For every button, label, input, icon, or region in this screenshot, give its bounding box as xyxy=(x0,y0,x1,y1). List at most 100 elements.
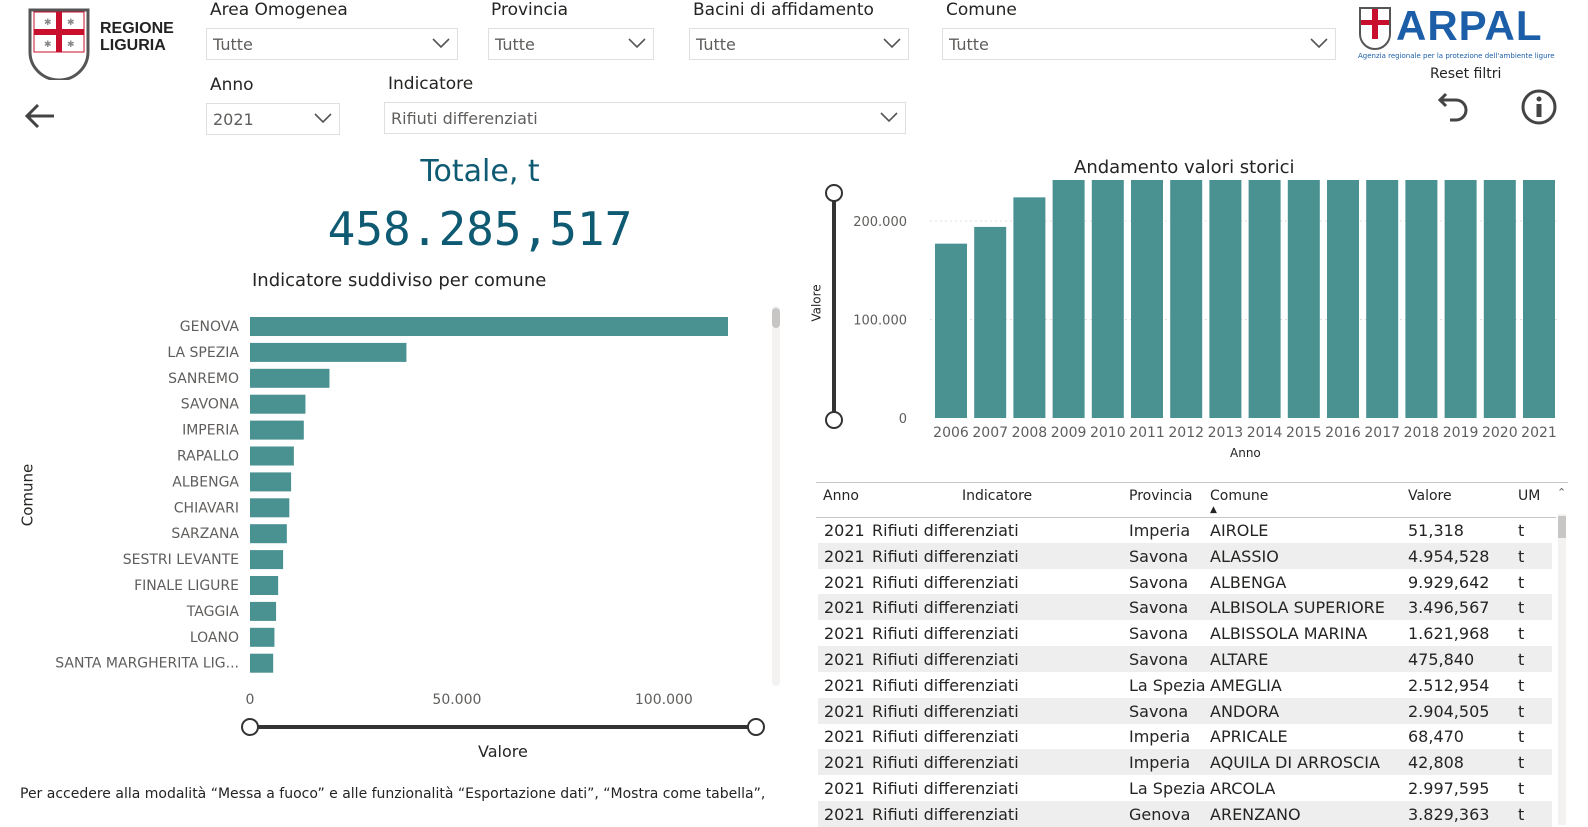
table-row[interactable]: 2021 Rifiuti differenziati Savona ALBENGA 9.… xyxy=(818,569,1552,595)
table-row[interactable]: 2021 Rifiuti differenziati Imperia AQUILA D… xyxy=(818,749,1552,776)
cell-provincia: Savona xyxy=(1129,624,1189,644)
info-icon[interactable] xyxy=(1520,88,1558,126)
cell-provincia: La Spezia xyxy=(1129,779,1206,798)
bacini-filter-dropdown[interactable]: Tutte xyxy=(689,28,909,60)
cell-comune: ARCOLA xyxy=(1210,779,1276,798)
reset-undo-icon[interactable] xyxy=(1436,88,1472,128)
col-header-provincia[interactable]: Provincia xyxy=(1129,488,1193,504)
cell-um: t xyxy=(1518,753,1525,773)
x-tick-label: 2012 xyxy=(1168,425,1204,441)
svg-text:✱: ✱ xyxy=(67,18,75,28)
area-filter-label: Area Omogenea xyxy=(210,0,348,20)
col-header-valore[interactable]: Valore xyxy=(1408,488,1452,504)
comune-filter-value: Tutte xyxy=(949,35,989,54)
table-row[interactable]: 2021 Rifiuti differenziati Imperia AIROLE 51… xyxy=(818,517,1552,543)
table-row[interactable]: 2021 Rifiuti differenziati Savona ALASSIO 4.… xyxy=(818,542,1552,569)
cell-anno: 2021 xyxy=(824,650,865,669)
table-row[interactable]: 2021 Rifiuti differenziati Savona ALTARE 475… xyxy=(818,646,1552,672)
bar-taggia xyxy=(250,601,277,621)
table-row[interactable]: 2021 Rifiuti differenziati Genova ARENZANO 3… xyxy=(818,800,1552,827)
table-row[interactable]: 2021 Rifiuti differenziati Savona ANDORA 2.9… xyxy=(818,697,1552,724)
indicatore-filter-label: Indicatore xyxy=(388,74,474,94)
table-row[interactable]: 2021 Rifiuti differenziati Savona ALBISSOLA… xyxy=(818,620,1552,646)
bar-year-2006 xyxy=(935,243,967,418)
x-tick-label: 2008 xyxy=(1012,425,1048,441)
chevron-down-icon xyxy=(1310,38,1328,49)
bar-chart-scrollbar[interactable] xyxy=(772,306,780,686)
bar-year-2014 xyxy=(1248,180,1281,418)
chevron-down-icon xyxy=(628,38,646,49)
cell-anno: 2021 xyxy=(824,521,865,540)
comune-bar-chart: GENOVA LA SPEZIA SANREMO SAVONA IMPERIA RAPAL… xyxy=(55,317,765,736)
region-name-line1: REGIONE xyxy=(100,20,174,37)
cell-indicatore: Rifiuti differenziati xyxy=(872,804,1019,824)
bar-chart-xlabel: Valore xyxy=(478,742,528,761)
cell-indicatore: Rifiuti differenziati xyxy=(872,521,1019,540)
area-filter-value: Tutte xyxy=(213,35,253,54)
table-scroll-up-icon[interactable]: ⌃ xyxy=(1557,486,1567,499)
bar-chart-title: Indicatore suddiviso per comune xyxy=(252,270,547,291)
cell-anno: 2021 xyxy=(824,753,865,773)
bar-category-label: SESTRI LEVANTE xyxy=(123,552,239,568)
bar-category-label: GENOVA xyxy=(180,319,240,335)
x-tick-label: 2017 xyxy=(1364,425,1400,441)
anno-filter-dropdown[interactable]: 2021 xyxy=(206,103,340,135)
x-tick-label: 50.000 xyxy=(432,692,481,708)
bar-year-2012 xyxy=(1170,180,1203,418)
range-slider-max-handle xyxy=(747,718,765,736)
provincia-filter-value: Tutte xyxy=(495,35,535,54)
table-row[interactable]: 2021 Rifiuti differenziati Imperia APRICALE… xyxy=(818,723,1552,749)
reset-filters-label: Reset filtri xyxy=(1430,66,1502,82)
bar-imperia xyxy=(250,420,304,440)
arpal-logo: ARPAL Agenzia regionale per la protezion… xyxy=(1356,2,1561,64)
col-header-um[interactable]: UM xyxy=(1518,488,1541,504)
cell-indicatore: Rifiuti differenziati xyxy=(872,572,1019,592)
region-name-line2: LIGURIA xyxy=(100,37,166,54)
cell-valore: 51,318 xyxy=(1408,521,1464,540)
table-row[interactable]: 2021 Rifiuti differenziati La Spezia ARCOLA… xyxy=(818,775,1552,801)
cell-valore: 2.904,505 xyxy=(1408,701,1490,721)
indicatore-filter-dropdown[interactable]: Rifiuti differenziati xyxy=(384,102,906,134)
cell-provincia: Savona xyxy=(1129,572,1189,592)
chevron-down-icon xyxy=(883,38,901,49)
table-scrollbar[interactable] xyxy=(1558,514,1566,825)
liguria-shield-icon: ✱ ✱ ✱ ✱ xyxy=(28,8,90,82)
comune-filter-label: Comune xyxy=(946,0,1017,20)
cell-provincia: Imperia xyxy=(1129,727,1191,747)
bar-year-2018 xyxy=(1405,180,1438,418)
provincia-filter-dropdown[interactable]: Tutte xyxy=(488,28,654,60)
bar-category-label: LOANO xyxy=(190,630,239,646)
col-header-anno[interactable]: Anno xyxy=(823,488,859,504)
bar-rapallo xyxy=(250,446,294,466)
cell-valore: 475,840 xyxy=(1408,650,1475,669)
area-filter-dropdown[interactable]: Tutte xyxy=(206,28,458,60)
bar-category-label: SARZANA xyxy=(171,526,239,542)
anno-filter-value: 2021 xyxy=(213,110,254,129)
x-tick-label: 0 xyxy=(246,692,255,708)
col-header-indicatore[interactable]: Indicatore xyxy=(962,488,1033,504)
cell-um: t xyxy=(1518,650,1525,669)
y-tick-label: 0 xyxy=(899,412,907,427)
col-header-comune[interactable]: Comune xyxy=(1210,488,1269,504)
cell-um: t xyxy=(1518,727,1525,747)
x-tick-label: 2009 xyxy=(1051,425,1087,441)
cell-um: t xyxy=(1518,804,1525,824)
cell-provincia: Genova xyxy=(1129,804,1191,824)
indicatore-filter-value: Rifiuti differenziati xyxy=(391,109,538,128)
x-tick-label: 2016 xyxy=(1325,425,1361,441)
cell-anno: 2021 xyxy=(824,546,865,566)
table-row[interactable]: 2021 Rifiuti differenziati La Spezia AMEGLI… xyxy=(818,672,1552,698)
cell-valore: 68,470 xyxy=(1408,727,1464,747)
back-arrow-icon[interactable] xyxy=(24,100,56,132)
x-tick-label: 2015 xyxy=(1286,425,1322,441)
bar-santa-margherita-lig- xyxy=(250,653,274,673)
cell-um: t xyxy=(1518,701,1525,721)
cell-indicatore: Rifiuti differenziati xyxy=(872,598,1019,618)
cell-comune: AQUILA DI ARROSCIA xyxy=(1210,753,1380,773)
comune-filter-dropdown[interactable]: Tutte xyxy=(942,28,1336,60)
table-row[interactable]: 2021 Rifiuti differenziati Savona ALBISOLA … xyxy=(818,594,1552,621)
cell-provincia: Savona xyxy=(1129,701,1189,721)
history-chart-xlabel: Anno xyxy=(1230,446,1261,460)
arpal-shield-icon xyxy=(1359,7,1391,50)
y-tick-label: 100.000 xyxy=(853,314,907,329)
